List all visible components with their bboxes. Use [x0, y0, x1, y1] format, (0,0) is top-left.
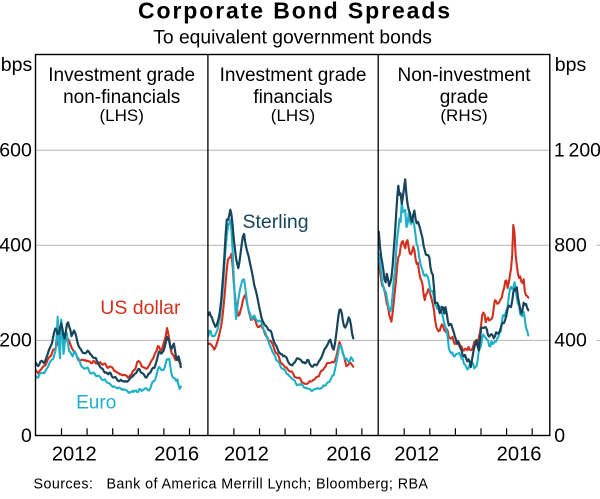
svg-text:0: 0: [21, 425, 32, 447]
svg-text:600: 600: [0, 140, 32, 162]
svg-text:(LHS): (LHS): [271, 106, 315, 125]
svg-text:800: 800: [554, 235, 587, 257]
svg-text:Sterling: Sterling: [243, 211, 309, 233]
svg-text:(RHS): (RHS): [440, 106, 487, 125]
svg-text:financials: financials: [253, 87, 332, 108]
svg-text:2012: 2012: [224, 444, 269, 466]
svg-text:Sources: Bank of America Mer: Sources: Bank of America Merrill Lynch; …: [34, 477, 429, 493]
svg-text:2016: 2016: [497, 444, 542, 466]
svg-text:1 200: 1 200: [554, 140, 600, 162]
svg-text:200: 200: [0, 330, 32, 352]
svg-text:Investment grade: Investment grade: [48, 65, 195, 86]
svg-text:bps: bps: [555, 54, 587, 76]
svg-text:2016: 2016: [326, 444, 371, 466]
svg-text:Investment grade: Investment grade: [220, 65, 367, 86]
svg-text:400: 400: [554, 330, 587, 352]
svg-text:US dollar: US dollar: [100, 297, 181, 319]
svg-text:bps: bps: [1, 54, 33, 76]
svg-text:To equivalent government bonds: To equivalent government bonds: [153, 28, 432, 49]
svg-text:Euro: Euro: [76, 392, 116, 413]
svg-text:non-financials: non-financials: [63, 87, 180, 108]
svg-text:(LHS): (LHS): [99, 106, 143, 125]
svg-text:grade: grade: [440, 87, 489, 108]
svg-text:400: 400: [0, 235, 32, 257]
svg-text:0: 0: [554, 425, 565, 447]
svg-text:Non-investment: Non-investment: [397, 65, 531, 86]
svg-text:Corporate Bond Spreads: Corporate Bond Spreads: [138, 0, 452, 23]
svg-text:2016: 2016: [154, 444, 199, 466]
svg-text:2012: 2012: [52, 444, 97, 466]
svg-text:2012: 2012: [394, 444, 439, 466]
